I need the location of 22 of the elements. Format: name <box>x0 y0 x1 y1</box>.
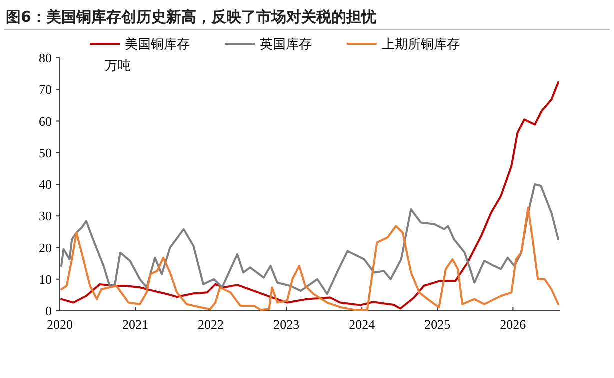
y-tick-label: 10 <box>39 272 52 287</box>
y-tick-label: 60 <box>39 114 52 129</box>
legend-label: 英国库存 <box>260 36 312 52</box>
x-tick-label: 2022 <box>198 317 224 332</box>
y-tick-label: 50 <box>39 145 52 160</box>
y-tick-label: 0 <box>46 304 52 319</box>
y-tick-label: 80 <box>39 50 52 66</box>
legend-label: 美国铜库存 <box>125 36 190 52</box>
x-tick-label: 2023 <box>274 317 300 332</box>
x-tick-label: 2021 <box>122 317 149 332</box>
y-tick-label: 70 <box>39 82 52 98</box>
y-axis-title: 万吨 <box>105 58 131 73</box>
chart-title: 图6：美国铜库存创历史新高，反映了市场对关税的担忧 <box>6 8 378 26</box>
line-series <box>60 184 560 296</box>
x-tick-label: 2024 <box>349 317 376 332</box>
y-tick-label: 30 <box>39 208 52 224</box>
y-tick-label: 20 <box>39 240 52 256</box>
x-tick-label: 2026 <box>500 317 527 332</box>
y-tick-label: 40 <box>39 177 52 192</box>
x-tick-label: 2025 <box>424 317 451 332</box>
legend-label: 上期所铜库存 <box>382 36 460 52</box>
x-tick-label: 2020 <box>47 317 73 332</box>
